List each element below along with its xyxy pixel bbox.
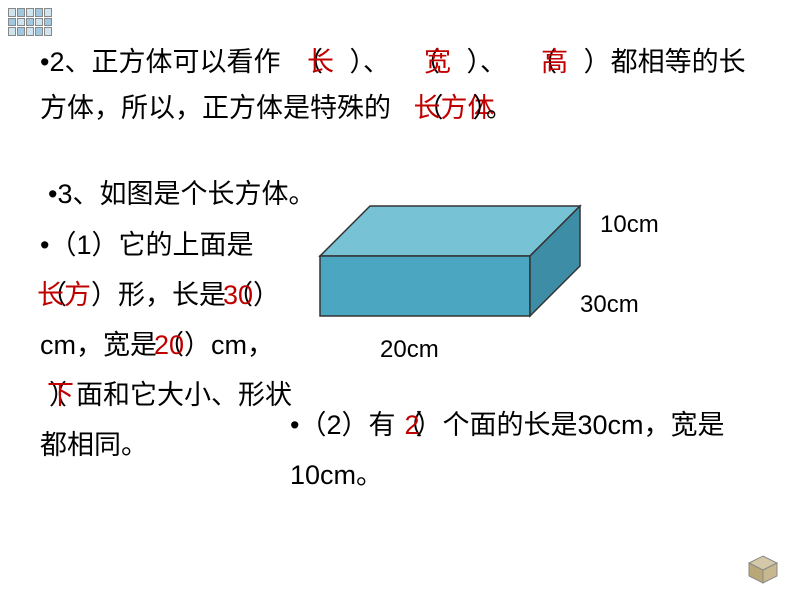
cuboid-front-face: [320, 256, 530, 316]
paren-close: ）、: [467, 47, 508, 77]
top-left-decoration-icon: [8, 8, 52, 36]
answer-rectangle: 长方: [37, 280, 91, 310]
lower-section: •（1）它的上面是（长方）形，长是（30）cm，宽是（20）cm，（下）面和它大…: [40, 221, 754, 501]
question-2: •2、正方体可以看作 （长 ）、 （宽 ）、 （高 ）都相等的长方体，所以，正方…: [40, 40, 754, 132]
q3-intro-text: 3、如图是个长方体。: [57, 179, 315, 209]
answer-bottom: 下: [47, 380, 74, 410]
content-area: •2、正方体可以看作 （长 ）、 （宽 ）、 （高 ）都相等的长方体，所以，正方…: [0, 0, 794, 521]
answer-20: 20: [154, 330, 184, 360]
answer-width: 宽: [424, 47, 451, 77]
dimension-length: 30cm: [580, 291, 639, 319]
cuboid-diagram: 10cm 30cm 20cm: [310, 196, 620, 376]
answer-length: 长: [307, 47, 334, 77]
question-3-part2: •（2）有（2）个面的长是30cm，宽是10cm。: [290, 401, 754, 501]
dimension-width: 20cm: [380, 336, 439, 364]
paren-close: ）、: [350, 47, 391, 77]
bottom-right-decoration-icon: [744, 548, 782, 586]
paren-close: ）。: [473, 93, 514, 123]
answer-30: 30: [223, 280, 253, 310]
answer-2: 2: [404, 410, 419, 440]
answer-height: 高: [541, 47, 568, 77]
question-3-part1: •（1）它的上面是（长方）形，长是（30）cm，宽是（20）cm，（下）面和它大…: [40, 221, 300, 501]
q3p1-text-e: ）面和它大小、形状都相同。: [40, 380, 292, 460]
dimension-height: 10cm: [600, 211, 659, 239]
right-column: 10cm 30cm 20cm •（2）有（2）个面的长是30cm，宽是10cm。: [300, 221, 754, 501]
q2-prefix: 2、正方体可以看作: [49, 47, 280, 77]
cuboid-svg: [310, 196, 620, 376]
